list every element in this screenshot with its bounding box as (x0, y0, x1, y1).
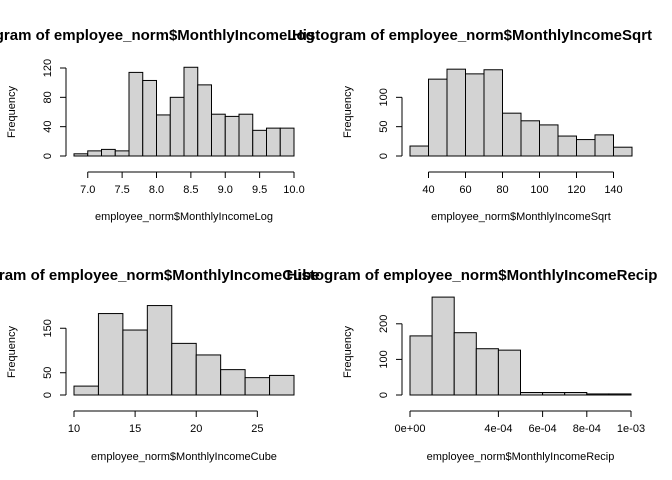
histogram-bar (453, 332, 477, 396)
x-tick-label: 100 (530, 184, 548, 196)
x-tick-label: 8.0 (149, 184, 164, 196)
x-tick-label: 7.5 (114, 184, 129, 196)
histogram-bar (279, 127, 295, 157)
histogram-bar (409, 145, 429, 157)
x-axis-label: employee_norm$MonthlyIncomeRecip (427, 451, 615, 463)
y-tick-label: 150 (42, 319, 54, 337)
histogram-bar (146, 305, 173, 396)
y-tick-label: 0 (42, 392, 54, 398)
histogram-bar (542, 392, 566, 396)
histogram-bar (475, 348, 499, 396)
x-tick-label: 60 (459, 184, 471, 196)
histogram-bar (502, 112, 522, 157)
histogram-bar (73, 153, 89, 157)
histogram-bar (197, 84, 212, 157)
histogram-bar (171, 342, 197, 396)
histogram-bar (156, 114, 171, 157)
chart-title: Histogram of employee_norm$MonthlyIncome… (0, 27, 315, 44)
histogram-bar (114, 150, 130, 157)
x-axis-label: employee_norm$MonthlyIncomeSqrt (431, 211, 611, 223)
x-tick-label: 0e+00 (395, 423, 426, 435)
histogram-bar (87, 150, 102, 157)
histogram-bar (576, 139, 596, 157)
histogram-bar (101, 148, 116, 157)
histogram-bar (224, 115, 240, 157)
histogram-bar (613, 146, 633, 157)
histogram-bar (97, 313, 124, 396)
histogram-bar (431, 296, 455, 396)
x-axis-label: employee_norm$MonthlyIncomeLog (95, 211, 273, 223)
y-tick-label: 100 (378, 88, 390, 106)
histogram-bar (73, 385, 99, 396)
histogram-bar (409, 335, 433, 396)
histogram-bar (465, 73, 485, 157)
histogram-bar (428, 78, 448, 157)
y-tick-label: 0 (42, 153, 54, 159)
histogram-bar (520, 392, 544, 396)
x-tick-label: 40 (422, 184, 434, 196)
x-tick-label: 7.0 (80, 184, 95, 196)
histogram-bar (244, 377, 271, 396)
histogram-bar (211, 113, 226, 157)
y-tick-label: 100 (378, 350, 390, 368)
y-axis-label: Frequency (6, 86, 18, 138)
x-tick-label: 8.5 (183, 184, 198, 196)
y-tick-label: 0 (378, 392, 390, 398)
histogram-bar (195, 354, 222, 396)
histogram-bar (252, 129, 267, 157)
histogram-bar (128, 71, 144, 157)
histogram-bar (497, 349, 521, 396)
histogram-bar (446, 68, 466, 157)
histogram-bar (539, 124, 559, 157)
histogram-bar (564, 392, 588, 396)
histogram-bar (483, 69, 503, 157)
y-tick-label: 120 (42, 59, 54, 77)
histogram-bar (586, 393, 610, 396)
histogram-bar (142, 79, 157, 157)
chart-title: Histogram of employee_norm$MonthlyIncome… (287, 267, 658, 284)
x-tick-label: 140 (604, 184, 622, 196)
x-tick-label: 10.0 (283, 184, 304, 196)
histogram-bar (122, 329, 148, 396)
histogram-bar (520, 120, 540, 157)
x-tick-label: 80 (496, 184, 508, 196)
x-tick-label: 25 (251, 423, 263, 435)
y-tick-label: 50 (42, 367, 54, 379)
histogram-bar (183, 66, 199, 157)
histogram-bar (269, 374, 295, 396)
x-tick-label: 9.5 (252, 184, 267, 196)
y-tick-label: 200 (378, 315, 390, 333)
histogram-bar (266, 127, 281, 157)
histogram-bar (220, 369, 246, 396)
histogram-bar (608, 393, 632, 396)
y-axis-label: Frequency (6, 326, 18, 378)
x-tick-label: 20 (190, 423, 202, 435)
y-tick-label: 40 (42, 121, 54, 133)
x-tick-label: 9.0 (218, 184, 233, 196)
x-tick-label: 120 (567, 184, 585, 196)
y-axis-label: Frequency (342, 86, 354, 138)
x-tick-label: 6e-04 (529, 423, 557, 435)
x-tick-label: 4e-04 (484, 423, 512, 435)
x-tick-label: 8e-04 (573, 423, 601, 435)
x-axis-label: employee_norm$MonthlyIncomeCube (91, 451, 277, 463)
x-tick-label: 15 (129, 423, 141, 435)
histogram-bar (238, 113, 254, 157)
y-tick-label: 50 (378, 121, 390, 133)
x-tick-label: 1e-03 (617, 423, 645, 435)
histogram-bar (557, 135, 577, 157)
x-tick-label: 10 (68, 423, 80, 435)
y-axis-label: Frequency (342, 326, 354, 378)
histogram-bar (169, 96, 185, 157)
y-tick-label: 0 (378, 153, 390, 159)
chart-title: Histogram of employee_norm$MonthlyIncome… (292, 27, 652, 44)
histogram-bar (594, 134, 614, 157)
chart-title: Histogram of employee_norm$MonthlyIncome… (0, 267, 320, 284)
y-tick-label: 80 (42, 91, 54, 103)
